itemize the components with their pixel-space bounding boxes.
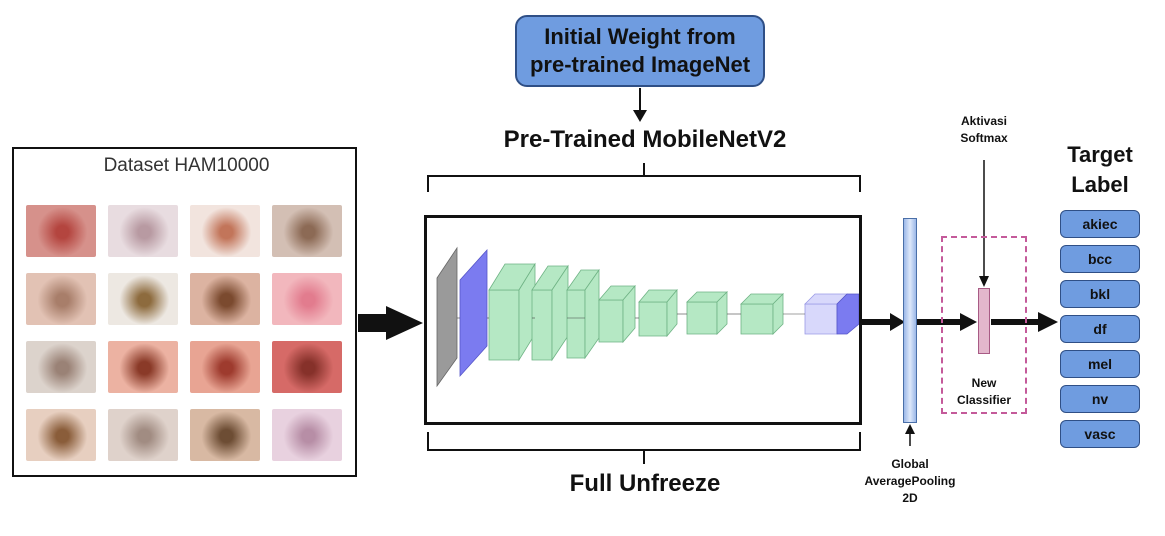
initial-weight-line2: pre-trained ImageNet bbox=[529, 52, 751, 77]
skin-lesion-thumbnail bbox=[108, 205, 178, 257]
classifier-label: New Classifier bbox=[941, 375, 1027, 409]
skin-lesion-thumbnail bbox=[272, 341, 342, 393]
classifier-line1: New bbox=[971, 376, 997, 390]
pretrained-title: Pre-Trained MobileNetV2 bbox=[503, 126, 787, 153]
skin-lesion-thumbnail bbox=[108, 409, 178, 461]
dataset-panel: Dataset HAM10000 bbox=[12, 147, 357, 477]
skin-lesion-thumbnail bbox=[108, 341, 178, 393]
target-label-title: Target Label bbox=[1055, 140, 1145, 200]
skin-lesion-thumbnail bbox=[190, 341, 260, 393]
arrow-gap-to-classifier-head bbox=[960, 313, 977, 331]
target-label-text: akiec bbox=[1082, 216, 1118, 232]
target-label-text: vasc bbox=[1084, 426, 1116, 442]
target-label-text: nv bbox=[1091, 391, 1109, 407]
activation-line1: Aktivasi bbox=[960, 114, 1008, 128]
global-average-pooling-bar bbox=[903, 218, 917, 423]
gap-label-line1: Global bbox=[891, 457, 929, 471]
target-title-line1: Target bbox=[1067, 142, 1133, 167]
bottom-bracket bbox=[427, 432, 861, 464]
target-label-text: df bbox=[1093, 321, 1107, 337]
arrow-dataset-to-model bbox=[358, 306, 423, 340]
mobilenet-architecture bbox=[424, 215, 862, 425]
full-unfreeze-title: Full Unfreeze bbox=[569, 470, 721, 497]
top-bracket bbox=[427, 163, 861, 192]
arrow-weight-head bbox=[633, 110, 647, 122]
skin-lesion-thumbnail bbox=[272, 409, 342, 461]
softmax-dense-layer bbox=[978, 288, 990, 354]
activation-line2: Softmax bbox=[960, 131, 1008, 145]
skin-lesion-thumbnail bbox=[26, 273, 96, 325]
target-label-text: mel bbox=[1087, 356, 1113, 372]
target-label-bcc: bcc bbox=[1060, 245, 1140, 273]
arrow-classifier-to-labels-head bbox=[1038, 312, 1058, 332]
arrow-model-to-gap-head bbox=[890, 313, 905, 331]
skin-lesion-thumbnail bbox=[190, 205, 260, 257]
layer-final-light bbox=[804, 303, 838, 335]
arrow-softmax-head bbox=[979, 276, 989, 287]
target-label-df: df bbox=[1060, 315, 1140, 343]
classifier-line2: Classifier bbox=[956, 393, 1012, 407]
arrow-gap-label-head bbox=[905, 424, 915, 434]
skin-lesion-thumbnail bbox=[26, 205, 96, 257]
skin-lesion-thumbnail bbox=[190, 273, 260, 325]
skin-lesion-thumbnail bbox=[272, 273, 342, 325]
layer-conv-blue bbox=[459, 248, 488, 378]
initial-weight-box: Initial Weight from pre-trained ImageNet bbox=[515, 15, 765, 87]
activation-label: Aktivasi Softmax bbox=[944, 113, 1024, 147]
target-title-line2: Label bbox=[1071, 172, 1129, 197]
target-label-text: bkl bbox=[1089, 286, 1111, 302]
target-label-text: bcc bbox=[1087, 251, 1113, 267]
layer-blocks-green bbox=[488, 262, 784, 362]
target-label-akiec: akiec bbox=[1060, 210, 1140, 238]
mobilenet-layers-diagram bbox=[436, 246, 860, 388]
skin-lesion-thumbnail bbox=[26, 409, 96, 461]
gap-label: Global AveragePooling 2D bbox=[855, 456, 965, 507]
layer-input-gray bbox=[436, 246, 458, 388]
target-label-nv: nv bbox=[1060, 385, 1140, 413]
target-label-bkl: bkl bbox=[1060, 280, 1140, 308]
skin-lesion-thumbnail bbox=[108, 273, 178, 325]
new-classifier-box bbox=[941, 236, 1027, 414]
layer-connectors bbox=[457, 313, 805, 319]
target-label-mel: mel bbox=[1060, 350, 1140, 378]
skin-lesion-thumbnail bbox=[26, 341, 96, 393]
skin-lesion-thumbnail bbox=[272, 205, 342, 257]
target-label-vasc: vasc bbox=[1060, 420, 1140, 448]
initial-weight-line1: Initial Weight from bbox=[544, 24, 736, 49]
dataset-title: Dataset HAM10000 bbox=[103, 155, 270, 176]
gap-label-line3: 2D bbox=[902, 491, 918, 505]
gap-label-line2: AveragePooling bbox=[864, 474, 956, 488]
skin-lesion-thumbnail bbox=[190, 409, 260, 461]
